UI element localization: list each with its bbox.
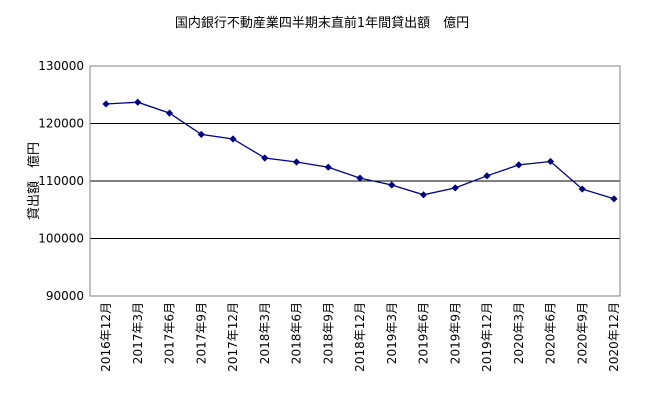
x-tick-label: 2020年3月 <box>512 302 526 364</box>
data-point <box>261 154 269 162</box>
x-tick-labels: 2016年12月 2017年3月 2017年6月 2017年9月 2017年12月 201… <box>99 302 621 372</box>
data-point <box>165 109 174 117</box>
data-point <box>419 191 428 199</box>
data-point <box>134 98 142 106</box>
x-tick-label: 2017年12月 <box>226 302 240 372</box>
grid-lines <box>90 65 620 239</box>
data-point <box>515 161 523 169</box>
data-point <box>356 174 364 182</box>
data-point <box>610 195 618 203</box>
data-point <box>388 181 396 189</box>
x-tick-label: 2020年12月 <box>607 302 621 372</box>
data-point <box>578 185 586 193</box>
data-point <box>451 184 459 192</box>
data-point <box>324 163 332 171</box>
series-line <box>105 101 615 200</box>
data-point <box>197 130 205 139</box>
x-tick-label: 2019年6月 <box>417 302 431 364</box>
x-tick-label: 2018年6月 <box>290 302 304 364</box>
x-tick-label: 2020年6月 <box>544 302 558 364</box>
data-point <box>546 157 555 166</box>
data-point <box>483 172 491 180</box>
y-tick-label: 130000 <box>38 59 84 73</box>
x-tick-label: 2019年9月 <box>448 302 462 364</box>
y-tick-label: 110000 <box>38 174 84 188</box>
data-point <box>102 100 110 108</box>
x-tick-label: 2018年9月 <box>321 302 335 364</box>
x-tick-label: 2018年3月 <box>258 302 272 364</box>
x-tick-label: 2019年12月 <box>480 302 494 372</box>
data-points <box>102 98 618 203</box>
plot-area-border <box>89 65 621 297</box>
x-tick-label: 2017年6月 <box>163 302 177 364</box>
x-tick-label: 2020年9月 <box>575 302 589 364</box>
x-tick-label: 2018年12月 <box>353 302 367 372</box>
y-axis-label: 貸出額 億円 <box>26 142 42 220</box>
x-tick-label: 2017年3月 <box>131 302 145 364</box>
x-tick-label: 2017年9月 <box>194 302 208 364</box>
y-tick-label: 100000 <box>38 232 84 246</box>
chart-title: 国内銀行不動産業四半期末直前1年間貸出額 億円 <box>175 15 469 31</box>
data-point <box>229 135 237 143</box>
y-tick-labels: 90000 100000 110000 120000 130000 <box>38 59 84 303</box>
y-tick-label: 90000 <box>46 289 84 303</box>
x-tick-label: 2019年3月 <box>385 302 399 364</box>
y-tick-label: 120000 <box>38 117 84 131</box>
x-tick-label: 2016年12月 <box>99 302 113 372</box>
data-point <box>292 158 301 166</box>
